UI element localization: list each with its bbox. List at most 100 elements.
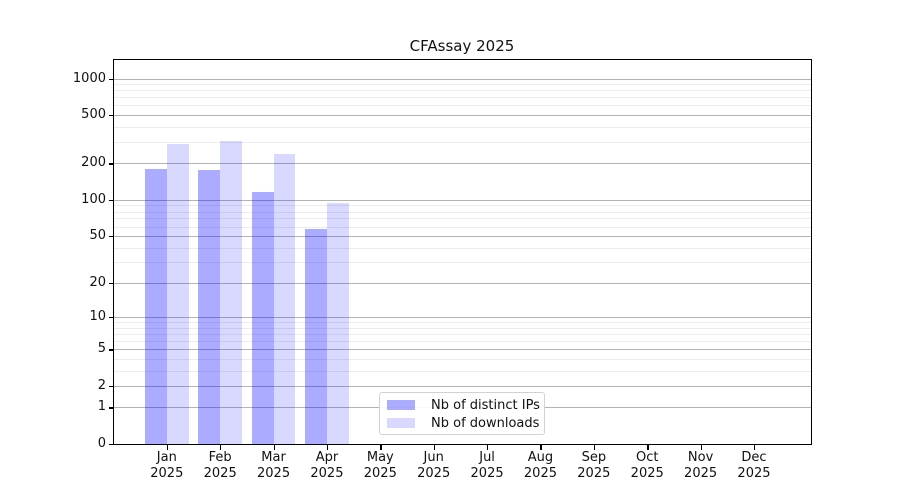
bar-feb-distinct-ips: [198, 170, 221, 444]
y-gridline-major-100: [114, 199, 811, 201]
y-tick-label-0: 0: [97, 436, 106, 451]
x-tick-year: 2025: [630, 466, 664, 481]
x-tick-label-feb: Feb 2025: [192, 450, 248, 482]
x-tick-month: May: [366, 450, 394, 465]
x-tick-year: 2025: [684, 466, 718, 481]
y-tick-label-100: 100: [81, 191, 106, 207]
y-tick-50: [108, 235, 114, 238]
y-tick-label-500: 500: [81, 107, 106, 123]
x-tick-oct: [647, 444, 649, 450]
y-gridline-minor-800: [114, 90, 811, 92]
x-tick-month: Sep: [581, 450, 607, 465]
y-gridline-major-20: [114, 282, 811, 284]
y-gridline-minor-300: [114, 142, 811, 144]
y-tick-200: [108, 163, 114, 165]
x-tick-year: 2025: [577, 466, 611, 481]
y-tick-label-20: 20: [89, 274, 106, 290]
bar-jan-downloads: [166, 143, 189, 444]
bar-apr-distinct-ips: [305, 229, 327, 444]
x-tick-label-jan: Jan 2025: [139, 450, 195, 482]
x-tick-label-may: May 2025: [352, 450, 408, 482]
legend: Nb of distinct IPs Nb of downloads: [379, 392, 545, 435]
y-gridline-major-2: [114, 385, 811, 387]
x-tick-feb: [220, 444, 222, 450]
y-gridline-major-1000: [114, 78, 811, 80]
y-gridline-minor-700: [114, 97, 811, 99]
x-tick-label-dec: Dec 2025: [726, 450, 782, 482]
bar-apr-downloads: [326, 203, 349, 444]
y-gridline-minor-90: [114, 205, 811, 207]
x-tick-label-jun: Jun 2025: [406, 450, 462, 482]
x-tick-month: Feb: [208, 450, 232, 465]
x-tick-month: Jun: [423, 450, 444, 465]
x-tick-year: 2025: [523, 466, 557, 481]
x-tick-apr: [326, 444, 329, 450]
y-gridline-minor-8: [114, 327, 811, 329]
y-tick-label-50: 50: [89, 227, 106, 243]
bar-feb-downloads: [220, 140, 242, 444]
x-tick-sep: [593, 444, 596, 450]
x-tick-jun: [433, 444, 435, 450]
y-tick-label-200: 200: [81, 155, 106, 171]
x-tick-label-sep: Sep 2025: [566, 450, 622, 482]
y-tick-1: [108, 407, 114, 409]
x-tick-label-mar: Mar 2025: [246, 450, 302, 482]
y-tick-0: [108, 444, 114, 446]
x-tick-label-aug: Aug 2025: [512, 450, 568, 482]
y-gridline-minor-40: [114, 247, 811, 249]
x-tick-year: 2025: [417, 466, 451, 481]
y-gridline-minor-900: [114, 84, 811, 86]
y-tick-label-5: 5: [97, 341, 106, 357]
legend-item-downloads: Nb of downloads: [380, 414, 544, 432]
x-tick-nov: [700, 444, 702, 450]
x-tick-year: 2025: [310, 466, 344, 481]
y-gridline-minor-4: [114, 358, 811, 360]
x-tick-mar: [273, 444, 275, 450]
y-tick-label-1000: 1000: [72, 70, 106, 86]
x-tick-year: 2025: [737, 466, 771, 481]
y-tick-10: [108, 317, 114, 319]
x-tick-label-oct: Oct 2025: [619, 450, 675, 482]
x-tick-aug: [540, 444, 542, 450]
y-gridline-major-10: [114, 317, 811, 319]
x-tick-may: [380, 444, 382, 450]
y-gridline-major-200: [114, 163, 811, 165]
x-tick-jul: [487, 444, 489, 450]
x-tick-month: Dec: [741, 450, 767, 465]
x-tick-month: Apr: [315, 450, 339, 465]
x-tick-year: 2025: [257, 466, 291, 481]
y-tick-100: [108, 199, 114, 202]
y-gridline-minor-70: [114, 218, 811, 220]
y-gridline-minor-600: [114, 105, 811, 107]
bar-jan-distinct-ips: [145, 168, 167, 444]
y-tick-label-2: 2: [97, 377, 106, 393]
x-tick-label-jul: Jul 2025: [459, 450, 515, 482]
y-gridline-minor-30: [114, 262, 811, 264]
bar-mar-downloads: [273, 154, 296, 444]
y-gridline-minor-7: [114, 333, 811, 335]
y-gridline-minor-6: [114, 341, 811, 343]
legend-item-distinct-ips: Nb of distinct IPs: [380, 396, 544, 414]
x-tick-month: Oct: [635, 450, 659, 465]
x-tick-month: Aug: [527, 450, 554, 465]
y-gridline-minor-60: [114, 226, 811, 228]
chart-title: CFAssay 2025: [409, 37, 515, 55]
legend-label-downloads: Nb of downloads: [431, 415, 540, 431]
y-gridline-minor-3: [114, 370, 811, 372]
plot-border: [112, 58, 812, 446]
y-tick-5: [108, 349, 114, 351]
y-tick-500: [108, 115, 114, 117]
y-gridline-minor-400: [114, 126, 811, 128]
y-tick-20: [108, 282, 114, 285]
y-tick-label-10: 10: [89, 309, 106, 325]
x-tick-label-nov: Nov 2025: [673, 450, 729, 482]
x-tick-dec: [753, 444, 756, 450]
x-tick-month: Jul: [479, 450, 495, 465]
x-tick-month: Jan: [156, 450, 177, 465]
x-tick-month: Mar: [261, 450, 286, 465]
x-tick-year: 2025: [150, 466, 184, 481]
x-tick-jan: [166, 444, 169, 450]
x-tick-label-apr: Apr 2025: [299, 450, 355, 482]
y-gridline-major-50: [114, 235, 811, 237]
